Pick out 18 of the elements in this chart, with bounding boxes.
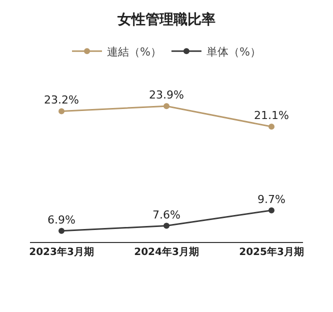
chart-title: 女性管理職比率	[116, 10, 216, 28]
point	[268, 124, 274, 130]
data-label: 21.1%	[254, 109, 289, 122]
point	[164, 103, 170, 110]
x-tick-label: 2023年3月期	[29, 246, 94, 258]
legend-label: 連結（%）	[107, 45, 162, 58]
data-label: 23.2%	[44, 94, 79, 107]
point	[58, 108, 64, 114]
data-label: 9.7%	[258, 192, 286, 206]
data-label: 7.6%	[152, 208, 180, 222]
point	[164, 222, 170, 229]
x-tick-label: 2025年3月期	[239, 246, 304, 258]
data-label: 23.9%	[149, 88, 184, 102]
point	[268, 207, 274, 214]
legend-label: 単体（%）	[206, 45, 261, 58]
point	[58, 228, 64, 234]
x-tick-label: 2024年3月期	[134, 246, 199, 258]
data-label: 6.9%	[48, 213, 76, 226]
